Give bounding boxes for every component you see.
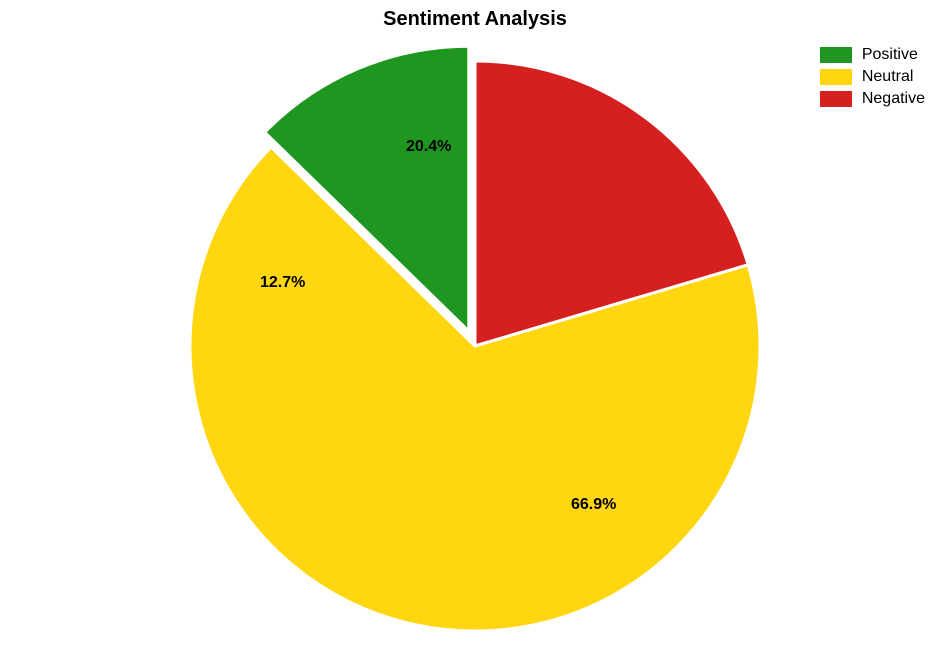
legend-swatch: [820, 91, 852, 107]
legend-label: Positive: [862, 46, 918, 64]
legend-swatch: [820, 47, 852, 63]
legend-item-positive: Positive: [820, 46, 925, 64]
legend-item-negative: Negative: [820, 90, 925, 108]
slice-label-positive: 12.7%: [260, 274, 305, 292]
chart-container: Sentiment Analysis 20.4%66.9%12.7% Posit…: [0, 0, 950, 662]
legend-item-neutral: Neutral: [820, 68, 925, 86]
pie-chart: [0, 0, 950, 662]
legend-label: Neutral: [862, 68, 914, 86]
legend-swatch: [820, 69, 852, 85]
legend-label: Negative: [862, 90, 925, 108]
slice-label-negative: 20.4%: [406, 138, 451, 156]
slice-label-neutral: 66.9%: [571, 496, 616, 514]
legend: Positive Neutral Negative: [820, 46, 925, 112]
